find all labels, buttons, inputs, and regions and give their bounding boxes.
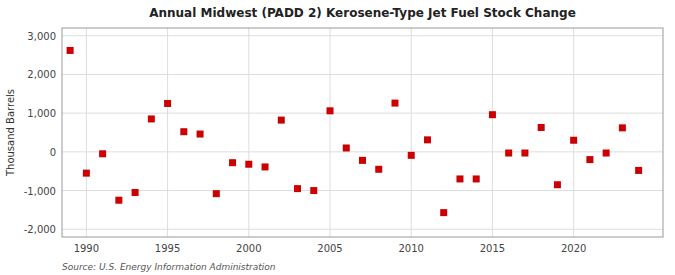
point — [505, 150, 512, 157]
point — [538, 124, 545, 131]
point — [375, 166, 382, 173]
y-tick-label: -2,000 — [24, 224, 56, 235]
grid — [62, 28, 663, 237]
x-grid-line — [248, 28, 249, 237]
point — [489, 111, 496, 118]
x-tick-label: 1990 — [74, 243, 99, 254]
x-tick-label: 2015 — [480, 243, 505, 254]
point — [213, 190, 220, 197]
y-tick-label: 0 — [50, 147, 56, 158]
point — [473, 175, 480, 182]
point — [521, 150, 528, 157]
y-grid-line — [62, 229, 663, 230]
axes: -2,000 -1,000 0 1,000 2,000 3,000 1990 1995 2000… — [24, 28, 663, 254]
point — [440, 209, 447, 216]
x-grid-line — [167, 28, 168, 237]
x-tick-label: 1995 — [155, 243, 180, 254]
plot-frame — [62, 28, 663, 237]
point — [635, 167, 642, 174]
chart-svg: Annual Midwest (PADD 2) Kerosene-Type Je… — [0, 0, 675, 275]
point — [570, 137, 577, 144]
x-tick-label: 2020 — [561, 243, 586, 254]
y-tick-label: -1,000 — [24, 186, 56, 197]
point — [245, 161, 252, 168]
x-grid-line — [86, 28, 87, 237]
point — [359, 157, 366, 164]
points — [67, 47, 643, 216]
point — [180, 128, 187, 135]
x-grid-line — [573, 28, 574, 237]
point — [294, 185, 301, 192]
y-tick-label: 3,000 — [27, 31, 56, 42]
y-grid-line — [62, 74, 663, 75]
point — [278, 117, 285, 124]
point — [554, 181, 561, 188]
point — [132, 189, 139, 196]
point — [148, 115, 155, 122]
point — [408, 152, 415, 159]
point — [99, 150, 106, 157]
y-tick-label: 1,000 — [27, 108, 56, 119]
point — [67, 47, 74, 54]
x-grid-line — [492, 28, 493, 237]
y-grid-line — [62, 35, 663, 36]
y-grid-line — [62, 151, 663, 152]
point — [619, 124, 626, 131]
point — [197, 131, 204, 138]
point — [391, 100, 398, 107]
point — [343, 144, 350, 151]
chart-title: Annual Midwest (PADD 2) Kerosene-Type Je… — [149, 6, 576, 20]
point — [83, 170, 90, 177]
y-tick-label: 2,000 — [27, 69, 56, 80]
x-grid-line — [330, 28, 331, 237]
x-tick-label: 2005 — [317, 243, 342, 254]
point — [586, 156, 593, 163]
point — [115, 197, 122, 204]
x-tick-label: 2000 — [236, 243, 261, 254]
point — [603, 150, 610, 157]
x-grid-line — [411, 28, 412, 237]
point — [456, 175, 463, 182]
y-grid-line — [62, 190, 663, 191]
y-grid-line — [62, 113, 663, 114]
point — [164, 100, 171, 107]
y-axis-label: Thousand Barrels — [5, 89, 16, 177]
x-tick-label: 2010 — [399, 243, 424, 254]
point — [262, 163, 269, 170]
point — [327, 107, 334, 114]
point — [229, 159, 236, 166]
point — [424, 136, 431, 143]
point — [310, 187, 317, 194]
source-note: Source: U.S. Energy Information Administ… — [62, 262, 276, 272]
